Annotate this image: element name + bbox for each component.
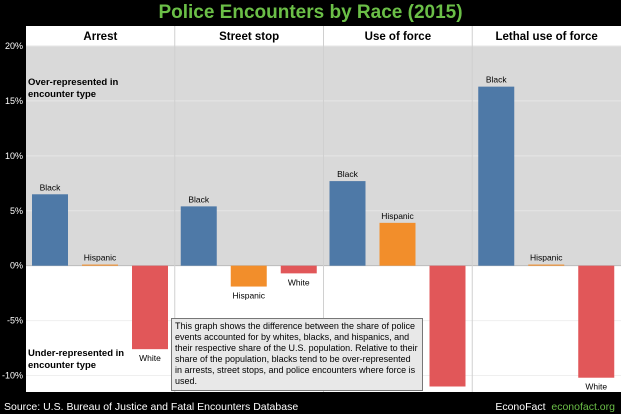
facet-title: Lethal use of force xyxy=(496,31,598,43)
bar-white xyxy=(280,265,317,274)
brand-credit: EconoFact econofact.org xyxy=(495,400,615,414)
bar-chart: -10% -5% 0% 5% 10% 15% 20% Arrest Black Hispanic W… xyxy=(2,26,621,398)
bar-label: White xyxy=(139,353,161,363)
facet-title: Use of force xyxy=(365,31,431,43)
bar-hispanic xyxy=(379,222,416,266)
source-text: Source: U.S. Bureau of Justice and Fatal… xyxy=(4,401,299,413)
bar-label: Black xyxy=(40,182,62,192)
under-label-line1: Under-represented in xyxy=(28,348,124,359)
chart-title: Police Encounters by Race (2015) xyxy=(158,2,463,23)
bar-label: White xyxy=(585,382,607,392)
y-tick-label: 0% xyxy=(10,261,23,271)
bar-label: Black xyxy=(337,169,359,179)
bar-hispanic xyxy=(230,265,267,287)
chart-note: This graph shows the difference between … xyxy=(171,318,423,391)
brand-url: econofact.org xyxy=(551,401,615,413)
bar-black xyxy=(478,86,515,266)
bar-label: Hispanic xyxy=(381,211,414,221)
bar-black xyxy=(180,206,217,266)
under-label-line2: encounter type xyxy=(28,360,96,371)
facet-title: Arrest xyxy=(83,31,117,43)
bar-black xyxy=(32,194,68,266)
bar-label: Hispanic xyxy=(232,291,265,301)
bar-label: Hispanic xyxy=(530,253,563,263)
bar-label: Hispanic xyxy=(84,253,117,263)
bar-label: White xyxy=(437,391,459,398)
y-tick-label: 20% xyxy=(5,41,23,51)
y-tick-label: -10% xyxy=(2,371,23,381)
bar-label: White xyxy=(288,277,310,287)
bar-label: Black xyxy=(188,194,210,204)
bar-label: Black xyxy=(486,75,508,85)
bar-hispanic xyxy=(82,264,118,266)
bar-white xyxy=(578,265,615,378)
bar-white xyxy=(132,265,168,350)
y-tick-label: 10% xyxy=(5,151,23,161)
y-tick-label: 5% xyxy=(10,206,23,216)
over-label-line2: encounter type xyxy=(28,89,96,100)
y-tick-label: 15% xyxy=(5,96,23,106)
brand-name: EconoFact xyxy=(495,401,546,413)
bar-hispanic xyxy=(528,264,565,266)
bar-white xyxy=(429,265,466,387)
y-tick-label: -5% xyxy=(7,316,23,326)
bar-black xyxy=(329,181,366,266)
facet-title: Street stop xyxy=(219,31,279,43)
over-label-line1: Over-represented in xyxy=(28,77,118,88)
